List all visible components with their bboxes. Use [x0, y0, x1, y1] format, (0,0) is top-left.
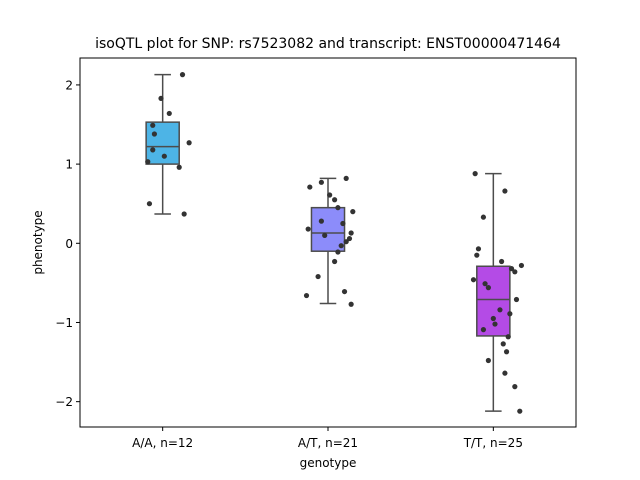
data-point — [146, 201, 153, 207]
data-point — [335, 205, 341, 211]
data-point — [161, 153, 167, 159]
data-point — [340, 220, 346, 227]
data-point — [179, 72, 186, 78]
chart-title: isoQTL plot for SNP: rs7523082 and trans… — [95, 36, 561, 52]
y-axis-label: phenotype — [31, 210, 45, 274]
data-point — [480, 327, 487, 333]
data-point — [318, 179, 324, 185]
data-point — [508, 266, 515, 272]
strip-points — [145, 72, 525, 414]
x-axis-label: genotype — [300, 456, 357, 470]
y-tick-label: −1 — [55, 316, 73, 330]
points-2 — [470, 171, 525, 414]
data-point — [512, 269, 518, 275]
data-point — [485, 357, 491, 364]
data-point — [176, 164, 182, 170]
data-point — [166, 110, 172, 117]
y-tick-label: 2 — [65, 78, 73, 92]
data-point — [150, 147, 156, 153]
data-point — [348, 301, 354, 307]
data-point — [343, 175, 349, 181]
data-point — [472, 171, 478, 177]
data-point — [513, 296, 520, 303]
data-point — [338, 243, 344, 249]
data-point — [507, 311, 513, 317]
data-point — [343, 239, 349, 245]
data-point — [499, 258, 505, 265]
data-point — [150, 122, 156, 128]
data-point — [145, 159, 151, 165]
x-tick-label: A/A, n=12 — [132, 436, 193, 450]
data-point — [474, 252, 480, 258]
data-point — [470, 277, 477, 283]
data-point — [341, 288, 348, 295]
data-point — [497, 307, 503, 313]
data-point — [490, 315, 496, 322]
data-point — [482, 281, 488, 287]
data-point — [181, 211, 187, 217]
data-point — [350, 209, 356, 215]
data-point — [332, 197, 338, 203]
data-point — [322, 232, 328, 238]
data-point — [303, 292, 310, 299]
points-0 — [145, 72, 192, 217]
data-point — [327, 192, 333, 198]
data-point — [480, 214, 487, 220]
box-body — [310, 206, 346, 252]
y-tick-label: 1 — [65, 158, 73, 172]
data-point — [518, 262, 525, 269]
data-point — [318, 218, 324, 224]
y-axis-ticks: 2 1 0 −1 −2 — [55, 78, 80, 409]
data-point — [346, 235, 353, 242]
data-point — [332, 258, 338, 265]
data-point — [315, 273, 321, 280]
plot-frame — [79, 57, 577, 428]
x-tick-label: A/T, n=21 — [298, 436, 358, 450]
data-point — [186, 140, 192, 146]
x-axis-ticks: A/A, n=12 A/T, n=21 T/T, n=25 — [132, 427, 523, 450]
data-point — [512, 384, 518, 390]
x-tick-label: T/T, n=25 — [463, 436, 523, 450]
data-point — [502, 370, 508, 376]
data-point — [305, 226, 311, 232]
data-point — [492, 321, 498, 327]
data-point — [485, 285, 491, 291]
data-point — [158, 95, 164, 101]
data-point — [348, 230, 354, 236]
data-point — [500, 341, 506, 347]
data-point — [502, 188, 508, 194]
data-point — [307, 184, 313, 190]
data-point — [505, 334, 511, 340]
y-tick-label: 0 — [65, 237, 73, 251]
y-tick-label: −2 — [55, 395, 73, 409]
data-point — [335, 249, 341, 255]
points-1 — [303, 175, 356, 307]
data-point — [503, 349, 510, 355]
data-point — [517, 408, 523, 414]
data-point — [475, 246, 482, 252]
data-point — [151, 131, 157, 137]
